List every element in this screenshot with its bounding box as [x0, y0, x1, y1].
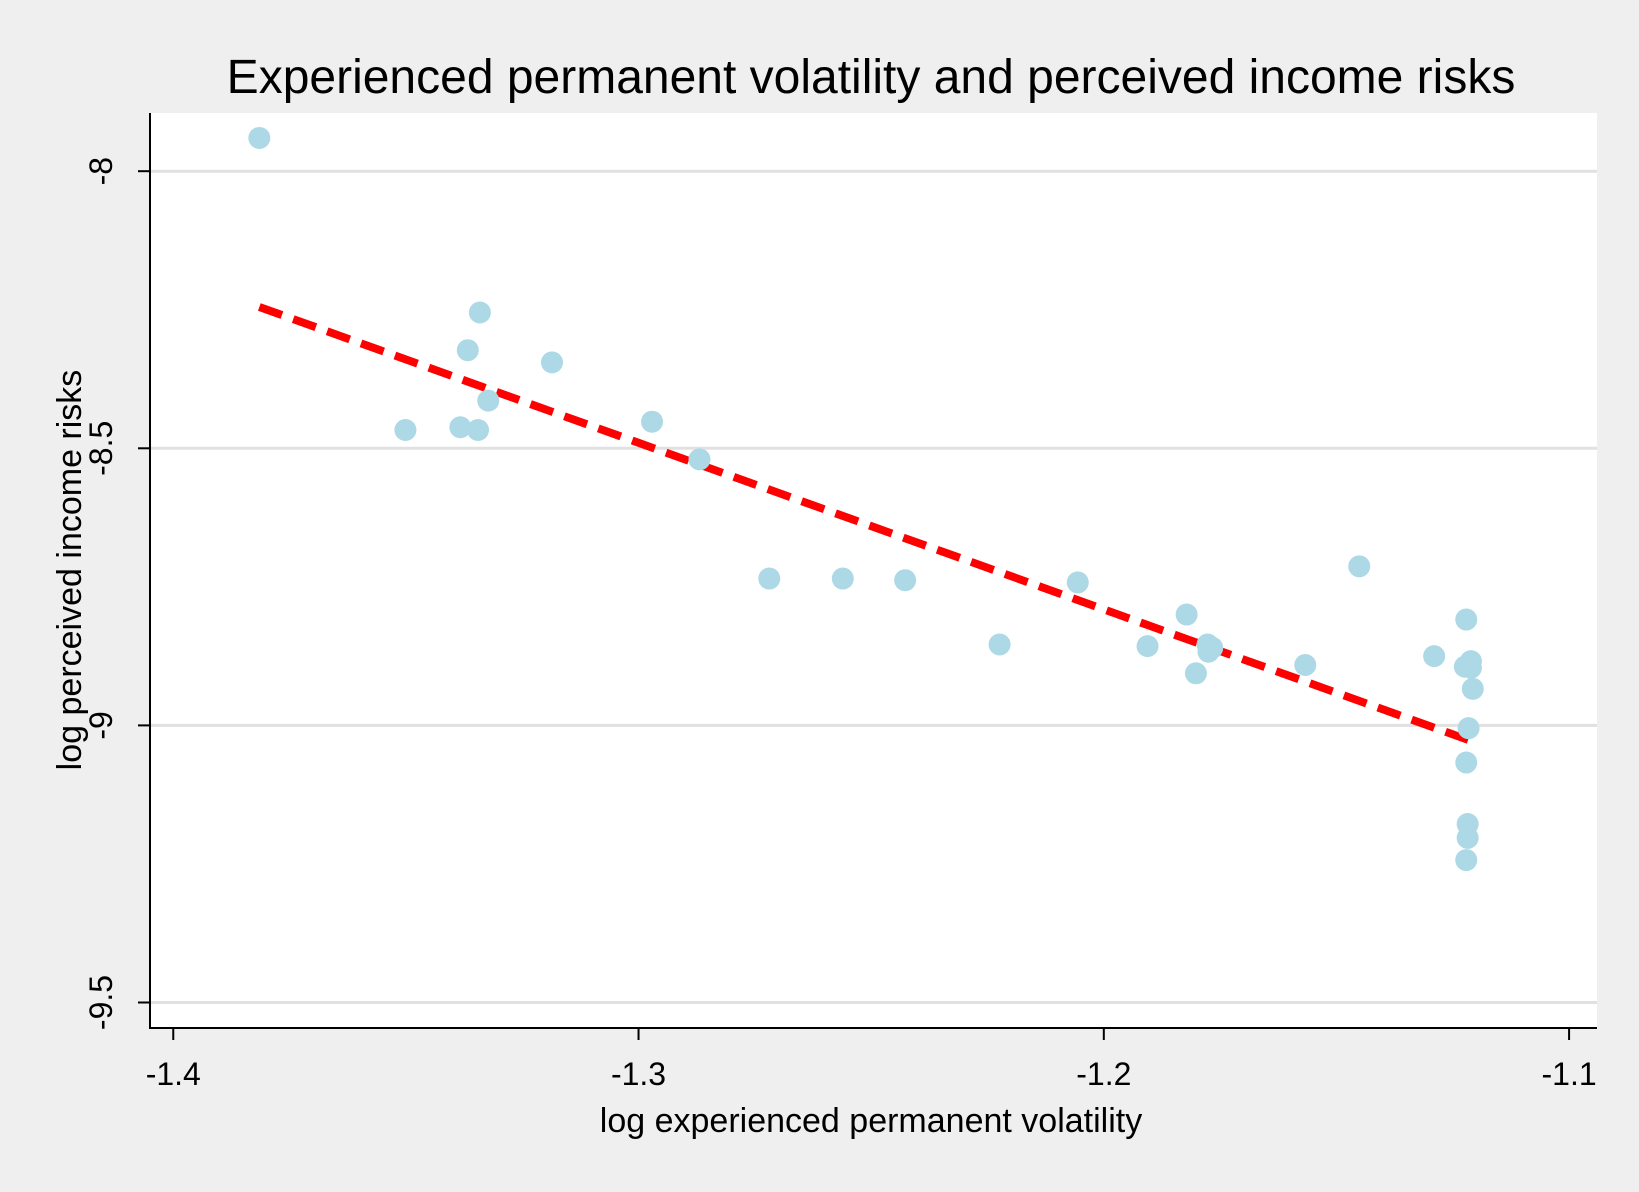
plot-area	[150, 113, 1597, 1028]
y-tick-label-2: -9	[83, 711, 119, 739]
scatter-point-33	[1455, 849, 1478, 872]
scatter-point-21	[1294, 653, 1317, 676]
scatter-point-7	[467, 419, 490, 442]
scatter-point-5	[394, 419, 417, 442]
scatter-point-13	[988, 633, 1011, 656]
y-tick-label-1: -8.5	[83, 421, 119, 476]
scatter-point-11	[831, 567, 854, 590]
gridlines	[150, 169, 1597, 1005]
scatter-point-6	[449, 416, 472, 439]
x-tick-label-1: -1.3	[611, 1056, 666, 1092]
scatter-point-16	[1175, 603, 1198, 626]
scatter-point-0	[248, 126, 271, 149]
x-tick-label-2: -1.2	[1076, 1056, 1131, 1092]
scatter-point-1	[468, 301, 491, 324]
chart-title: Experienced permanent volatility and per…	[227, 51, 1516, 104]
scatter-point-10	[758, 567, 781, 590]
y-tick-label-0: -8	[83, 157, 119, 185]
x-tick-label-0: -1.4	[146, 1056, 201, 1092]
scatter-point-9	[688, 448, 711, 471]
scatter-point-8	[641, 410, 664, 433]
x-tick-label-3: -1.1	[1542, 1056, 1597, 1092]
scatter-point-23	[1423, 645, 1446, 668]
scatter-point-30	[1455, 751, 1478, 774]
x-axis-ticks: -1.4 -1.3 -1.2 -1.1	[146, 1028, 1597, 1092]
scatter-point-4	[477, 389, 500, 412]
scatter-point-12	[894, 569, 917, 592]
scatter-point-3	[540, 351, 563, 374]
scatter-point-22	[1348, 555, 1371, 578]
scatter-point-15	[1136, 635, 1159, 658]
y-axis-ticks: -8 -8.5 -9 -9.5	[83, 157, 150, 1030]
scatter-point-24	[1455, 608, 1478, 631]
scatter-point-20	[1201, 636, 1224, 659]
scatter-point-28	[1461, 677, 1484, 700]
scatter-point-17	[1184, 662, 1207, 685]
scatter-point-32	[1456, 826, 1479, 849]
x-axis-label: log experienced permanent volatility	[600, 1102, 1142, 1140]
scatter-point-14	[1066, 571, 1089, 594]
axes	[149, 113, 1597, 1029]
scatter-point-27	[1459, 656, 1482, 679]
scatter-point-29	[1457, 717, 1480, 740]
scatter-point-2	[456, 339, 479, 362]
scatter-points	[248, 126, 1484, 872]
y-tick-label-3: -9.5	[83, 975, 119, 1030]
y-axis-label: log perceived income risks	[51, 370, 89, 771]
